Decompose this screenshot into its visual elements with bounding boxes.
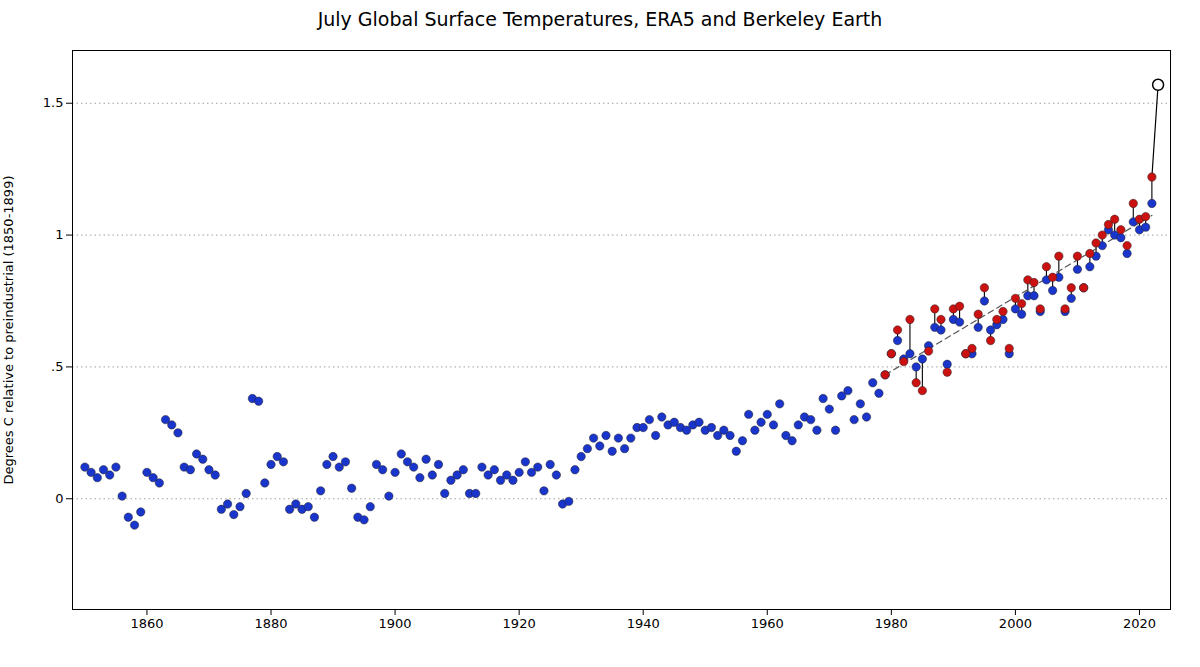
html-text:July Global Surface Temperatur: July Global Surface Temperatures, ERA5 a…: [317, 8, 883, 30]
svg-text:Degrees C relative to preindus: Degrees C relative to preindustrial (185…: [1, 176, 16, 485]
svg-text:1: 1: [55, 227, 63, 242]
svg-text:1.5: 1.5: [43, 95, 64, 110]
svg-text:1980: 1980: [875, 616, 908, 631]
svg-text:0: 0: [55, 491, 63, 506]
svg-text:2000: 2000: [999, 616, 1032, 631]
svg-text:.5: .5: [51, 359, 63, 374]
svg-text:1880: 1880: [254, 616, 287, 631]
svg-text:1860: 1860: [130, 616, 163, 631]
svg-text:1920: 1920: [503, 616, 536, 631]
svg-text:2020: 2020: [1123, 616, 1156, 631]
svg-text:1900: 1900: [379, 616, 412, 631]
svg-text:1960: 1960: [751, 616, 784, 631]
svg-text:1940: 1940: [627, 616, 660, 631]
